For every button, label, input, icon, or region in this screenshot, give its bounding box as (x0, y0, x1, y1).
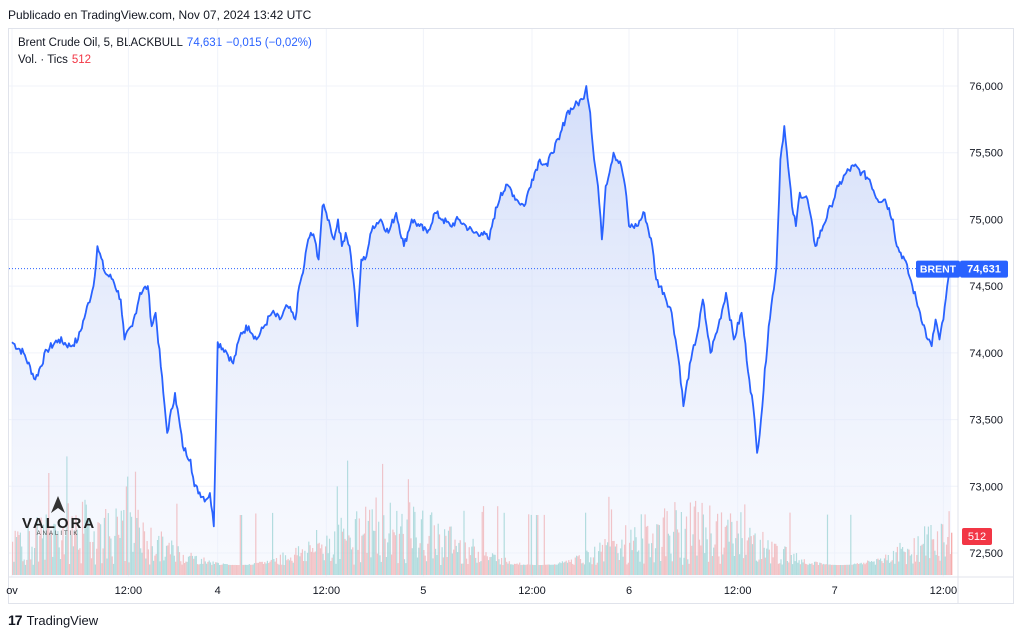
legend-change: −0,015 (−0,02%) (226, 37, 312, 49)
series-name-tag (916, 260, 960, 278)
y-tick-label: 73,000 (969, 481, 1003, 493)
watermark-logo: VALORA ANALITIK (22, 495, 94, 537)
y-tick-label: 75,000 (969, 214, 1003, 226)
y-tick-label: 72,500 (969, 548, 1003, 560)
price-area (12, 86, 952, 577)
x-tick-label: 7 (832, 585, 838, 597)
chart-frame (8, 28, 1014, 604)
legend-price: 74,631 (186, 37, 223, 49)
price-line[interactable] (11, 85, 952, 528)
x-tick-label: 12:00 (724, 585, 752, 597)
publication-note: Publicado en TradingView.com, Nov 07, 20… (8, 8, 312, 22)
series-name-tag-text: BRENT (920, 264, 957, 276)
x-tick-label: 5 (420, 585, 426, 597)
valora-logo-icon (51, 496, 65, 513)
watermark-sub: ANALITIK (36, 531, 80, 537)
x-tick-label: 12:00 (518, 585, 546, 597)
legend-symbol[interactable]: Brent Crude Oil, 5, BLACKBULL (18, 37, 183, 49)
x-tick-label: 12:00 (313, 585, 341, 597)
y-tick-label: 74,000 (969, 348, 1003, 360)
volume-tag-text: 512 (968, 531, 986, 543)
x-tick-label: ov (6, 585, 18, 597)
y-tick-label: 76,000 (969, 81, 1003, 93)
x-tick-label: 4 (215, 585, 221, 597)
tradingview-footer[interactable]: 17 TradingView (8, 612, 98, 628)
y-tick-label: 75,500 (969, 148, 1003, 160)
legend-volume-label[interactable]: Vol. · Tics (18, 54, 68, 66)
legend-volume-value: 512 (71, 54, 92, 66)
legend-volume-row: Vol. · Tics 512 (18, 52, 312, 69)
tradingview-logo-icon: 17 (8, 612, 23, 628)
legend-symbol-row: Brent Crude Oil, 5, BLACKBULL 74,631 −0,01… (18, 35, 312, 52)
volume-tag (962, 528, 992, 545)
last-price-tag (960, 260, 1008, 278)
x-tick-label: 12:00 (115, 585, 143, 597)
last-price-tag-text: 74,631 (967, 264, 1001, 276)
watermark-name: VALORA (22, 515, 97, 532)
y-tick-label: 73,500 (969, 415, 1003, 427)
x-tick-label: 12:00 (930, 585, 958, 597)
chart-legend: Brent Crude Oil, 5, BLACKBULL 74,631 −0,01… (18, 35, 312, 69)
tradingview-brand: TradingView (26, 612, 99, 628)
volume-bar (951, 532, 953, 575)
y-tick-label: 74,500 (969, 281, 1003, 293)
x-tick-label: 6 (626, 585, 632, 597)
